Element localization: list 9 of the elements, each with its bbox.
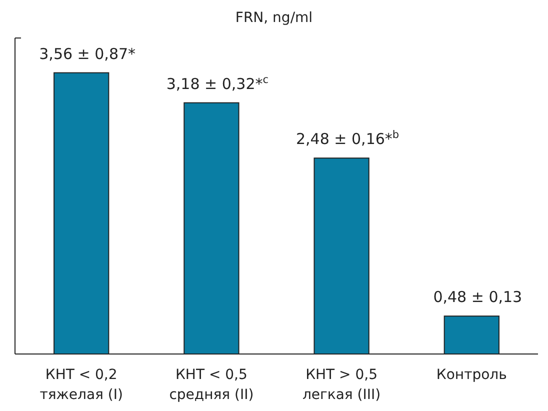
- x-tick-label: КНТ > 0,5 легкая (III): [302, 367, 381, 403]
- x-tick-label: КНТ < 0,2 тяжелая (I): [40, 367, 123, 403]
- x-tick-label: Контроль: [436, 367, 507, 383]
- chart-title: FRN, ng/ml: [235, 10, 313, 26]
- x-tick-label: КНТ < 0,5 средняя (II): [169, 367, 254, 403]
- data-label: 2,48 ± 0,16*$^{b}$: [296, 129, 400, 148]
- data-label: 3,56 ± 0,87*: [39, 44, 136, 63]
- data-label: 3,18 ± 0,32*$^{c}$: [166, 74, 269, 93]
- data-label: 0,48 ± 0,13: [433, 288, 522, 306]
